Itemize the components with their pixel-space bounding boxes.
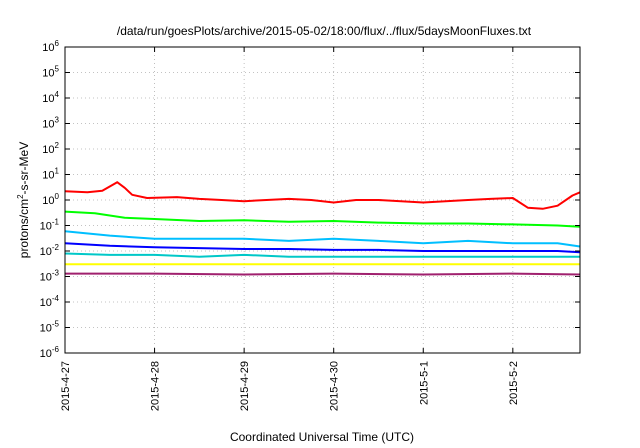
y-tick-label-base: 10	[42, 42, 54, 54]
y-tick-label-exp: 4	[55, 90, 60, 99]
y-tick-label: 101	[42, 167, 59, 182]
y-tick-label-base: 10	[40, 323, 52, 335]
y-tick-label-base: 10	[42, 119, 54, 131]
y-tick-label-exp: 1	[55, 167, 60, 176]
y-tick-label-exp: 6	[55, 39, 60, 48]
x-tick-label: 2015-5-1	[418, 361, 430, 405]
y-tick-label: 102	[42, 141, 59, 156]
y-tick-label-base: 10	[40, 348, 52, 360]
y-tick-label-base: 10	[42, 93, 54, 105]
y-tick-label: 104	[42, 90, 59, 105]
y-tick-label: 10-1	[40, 218, 60, 233]
x-tick-label: 2015-4-27	[60, 361, 72, 411]
y-tick-label: 10-6	[40, 345, 60, 360]
y-tick-label: 100	[42, 192, 59, 207]
y-tick-label-exp: -5	[52, 320, 60, 329]
y-tick-label-base: 10	[42, 68, 54, 80]
y-tick-label-exp: 3	[55, 116, 60, 125]
series-lines	[64, 181, 581, 276]
y-axis-title-sup: 2	[16, 194, 25, 199]
y-axis-title: protons/cm2-s-sr-MeV	[16, 142, 31, 258]
x-tick-label: 2015-4-28	[150, 361, 162, 411]
y-axis-title-base: protons/cm	[17, 199, 31, 258]
series-line-4	[64, 242, 581, 254]
series-line-5	[64, 252, 580, 258]
x-axis: 2015-4-27 2015-4-28 2015-4-29 2015-4-30 2015…	[60, 47, 520, 411]
y-tick-label: 10-5	[40, 320, 60, 335]
y-tick-label-exp: -4	[52, 294, 60, 303]
x-tick-label: 2015-4-29	[239, 361, 251, 411]
series-line-1	[64, 181, 581, 210]
y-tick-label-exp: -1	[52, 218, 60, 227]
y-tick-label-base: 10	[42, 170, 54, 182]
y-tick-label-base: 10	[40, 297, 52, 309]
y-tick-label: 10-2	[40, 243, 60, 258]
x-tick-label: 2015-4-30	[329, 361, 341, 411]
y-tick-label-exp: 0	[55, 192, 60, 201]
series-line-7	[65, 272, 581, 276]
y-tick-label-base: 10	[40, 246, 52, 258]
y-axis-title-rest: -s-sr-MeV	[17, 142, 31, 195]
y-tick-label-exp: 2	[55, 141, 60, 150]
y-tick-label: 103	[42, 116, 59, 131]
y-tick-label: 105	[42, 65, 59, 80]
y-tick-label-base: 10	[40, 272, 52, 284]
y-tick-label-exp: -2	[52, 243, 60, 252]
chart-title: /data/run/goesPlots/archive/2015-05-02/1…	[117, 24, 532, 38]
y-tick-label-base: 10	[42, 144, 54, 156]
x-tick-label: 2015-5-2	[508, 361, 520, 405]
series-line-2	[64, 210, 581, 228]
y-tick-label-exp: 5	[55, 65, 60, 74]
y-tick-label-exp: -3	[52, 269, 60, 278]
y-tick-label-base: 10	[42, 195, 54, 207]
y-tick-label-exp: -6	[52, 345, 60, 354]
y-tick-label-base: 10	[40, 221, 52, 233]
series-line-3	[64, 230, 581, 248]
y-tick-label: 10-3	[40, 269, 60, 284]
x-axis-title: Coordinated Universal Time (UTC)	[230, 430, 414, 444]
y-axis: 10-610-510-410-310-210-11001011021031041…	[40, 39, 580, 360]
y-tick-label: 10-4	[40, 294, 60, 309]
y-tick-label: 106	[42, 39, 59, 54]
